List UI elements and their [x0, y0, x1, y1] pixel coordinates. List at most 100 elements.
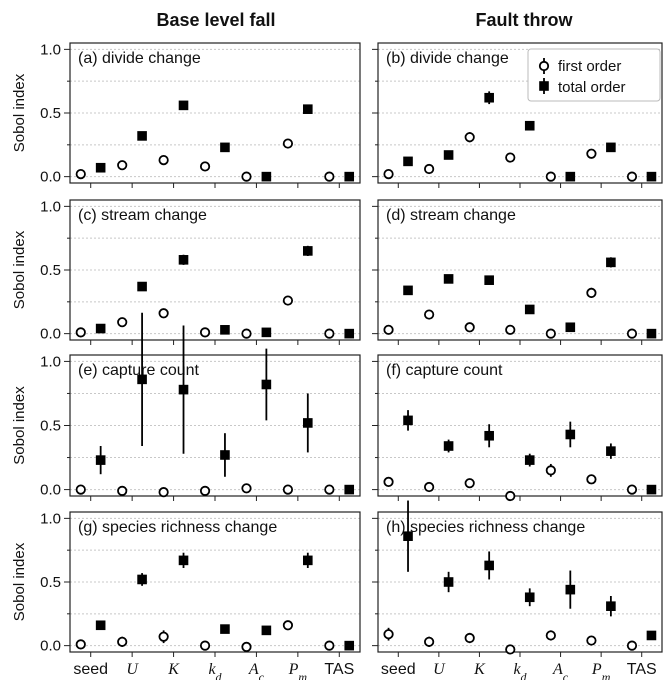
legend-total-marker [539, 81, 549, 91]
legend-first-label: first order [558, 58, 621, 75]
first-order-point [586, 148, 597, 159]
total-order-point [261, 327, 272, 338]
total-order-point [606, 446, 616, 456]
x-tick-label: seed [381, 661, 416, 678]
first-order-point [241, 483, 252, 494]
y-tick-label: 0.0 [40, 169, 61, 186]
panel-f: (f) capture count [372, 354, 663, 502]
first-order-point [241, 641, 252, 653]
total-order-point [524, 304, 535, 315]
total-order-point [344, 328, 355, 339]
first-order-point [282, 138, 294, 149]
first-order-point [324, 328, 335, 339]
total-order-point [178, 100, 189, 111]
legend-total-label: total order [558, 79, 626, 96]
panel-d: (d) stream change [372, 199, 663, 345]
panel-label: (b) divide change [386, 50, 509, 67]
y-tick-label: 0.0 [40, 638, 61, 655]
x-tick-label: K [167, 661, 180, 678]
panel-a: 0.0 0.5 1.0 Sobol index (a) divide change [11, 41, 361, 188]
y-tick-label: 0.5 [40, 574, 61, 591]
first-order-point [464, 632, 475, 644]
total-order-point [443, 577, 454, 587]
total-order-point [606, 142, 616, 153]
first-order-point [158, 631, 169, 642]
total-order-point [403, 285, 413, 296]
total-order-point [178, 384, 189, 395]
first-order-point [117, 636, 128, 647]
total-order-point [137, 131, 147, 141]
first-order-point [424, 163, 435, 175]
first-order-point [586, 474, 597, 485]
first-order-point [117, 160, 128, 171]
total-order-point [443, 274, 454, 284]
total-order-point [524, 592, 535, 603]
total-order-point [137, 281, 147, 292]
total-order-point [524, 455, 535, 465]
first-order-point [199, 640, 211, 651]
total-order-point [303, 418, 313, 428]
total-order-point [606, 601, 616, 611]
first-order-point [75, 484, 86, 495]
total-order-point [220, 325, 230, 335]
total-order-point [95, 323, 106, 334]
first-order-point [383, 324, 394, 335]
total-order-point [261, 379, 272, 390]
y-axis-label: Sobol index [11, 73, 28, 152]
total-order-point [403, 531, 413, 541]
x-tick-label: U [126, 661, 139, 678]
first-order-point [282, 620, 294, 631]
first-order-point [199, 327, 211, 338]
total-order-point [178, 255, 189, 265]
first-order-point [383, 476, 394, 487]
panel-e: 0.0 0.5 1.0 Sobol index (e) capture count [11, 312, 361, 501]
total-order-point [261, 625, 272, 636]
panel-label: (g) species richness change [78, 519, 277, 536]
total-order-point [95, 162, 106, 173]
first-order-point [626, 171, 638, 182]
first-order-point [199, 161, 211, 172]
total-order-point [95, 620, 106, 631]
first-order-point [199, 485, 211, 496]
y-tick-label: 0.5 [40, 105, 61, 122]
total-order-point [220, 624, 230, 634]
first-order-point [505, 490, 516, 502]
first-order-point [383, 168, 394, 180]
total-order-point [137, 574, 147, 585]
x-tick-label: U [433, 661, 446, 678]
panel-c: 0.0 0.5 1.0 Sobol index (c) stream change [11, 198, 361, 345]
x-tick-label: kd [513, 661, 527, 680]
first-order-point [117, 485, 128, 496]
total-order-point [137, 374, 147, 385]
first-order-point [545, 630, 556, 641]
total-order-point [344, 484, 355, 495]
first-order-point [75, 639, 86, 650]
total-order-point [443, 441, 454, 451]
first-order-point [464, 478, 475, 489]
total-order-point [646, 171, 657, 182]
column-title-left: Base level fall [156, 10, 275, 30]
first-order-point [545, 171, 556, 182]
panel-b: (b) divide change first order total order [372, 42, 663, 188]
total-order-point [565, 171, 576, 182]
total-order-point [344, 640, 355, 651]
first-order-point [75, 168, 86, 180]
x-tick-label: TAS [627, 661, 657, 678]
y-tick-label: 1.0 [40, 41, 61, 58]
total-order-point [646, 328, 657, 339]
total-order-point [565, 322, 576, 333]
total-order-point [484, 92, 494, 103]
y-tick-label: 0.0 [40, 482, 61, 499]
first-order-point [464, 132, 475, 143]
first-order-point [324, 171, 335, 182]
total-order-point [303, 104, 313, 114]
x-tick-label: Ac [248, 661, 265, 680]
total-order-point [95, 455, 106, 465]
x-tick-label: Pm [591, 661, 611, 680]
first-order-point [324, 484, 335, 495]
total-order-point [484, 430, 494, 441]
first-order-point [505, 644, 516, 655]
first-order-point [545, 328, 556, 339]
